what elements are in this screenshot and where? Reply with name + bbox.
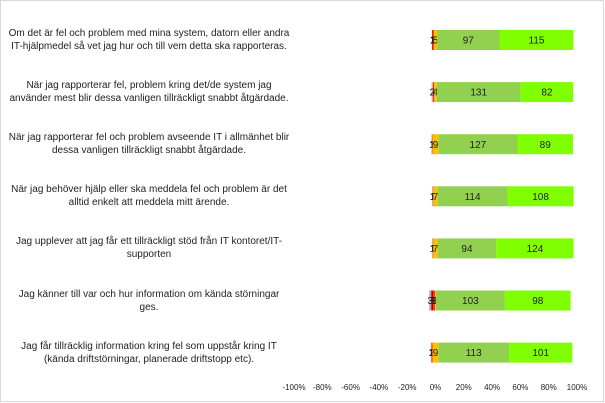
bar-segment: [431, 30, 433, 50]
value-label: 7: [433, 192, 439, 203]
bar-segment: [431, 134, 433, 155]
value-label: 101: [532, 348, 549, 359]
value-label: 9: [433, 140, 439, 151]
row-label: Jag känner till var och hur information …: [18, 288, 280, 313]
bar-segment: [507, 186, 574, 207]
value-label: 97: [463, 36, 475, 47]
row-label: Jag får tillräcklig information kring fe…: [21, 340, 277, 365]
value-label: 4: [433, 88, 439, 99]
bar-segment: [433, 30, 438, 50]
value-label: 114: [465, 192, 481, 203]
bar-segment: [438, 342, 510, 363]
x-tick-label: 20%: [456, 383, 472, 392]
row-label: När jag behöver hjälp eller ska meddela …: [11, 184, 287, 209]
value-label: 131: [470, 88, 487, 99]
value-label: 2: [430, 36, 436, 47]
bar-segment: [431, 82, 433, 103]
x-tick-label: 100%: [567, 383, 587, 392]
bar-segment: [517, 134, 573, 155]
x-tick-label: 0%: [430, 383, 442, 392]
bar-segment: [433, 186, 438, 207]
bar-segment: [431, 342, 433, 363]
value-label: 98: [532, 296, 544, 307]
bar-segment: [432, 238, 433, 259]
value-label: 1: [430, 36, 436, 47]
bar-segment: [438, 134, 518, 155]
bar-segment: [436, 82, 521, 103]
value-label: 108: [532, 192, 549, 203]
row-label: Om det är fel och problem med mina syste…: [8, 28, 290, 52]
value-label: 1: [429, 140, 435, 151]
bar-segment: [504, 290, 571, 311]
row-label: När jag rapporterar fel och problem avse…: [8, 132, 290, 157]
value-label: 94: [461, 244, 473, 255]
bar-segment: [432, 342, 439, 363]
value-label: 103: [462, 296, 479, 307]
x-tick-label: -80%: [313, 383, 332, 392]
bar-segment: [435, 290, 436, 311]
bar-segment: [433, 238, 438, 259]
value-label: 1: [433, 296, 439, 307]
x-tick-label: 80%: [541, 383, 557, 392]
value-label: 1: [428, 348, 434, 359]
value-label: 1: [430, 192, 436, 203]
value-label: 89: [540, 140, 552, 151]
x-tick-label: -40%: [370, 383, 389, 392]
value-label: 7: [433, 244, 439, 255]
value-label: 9: [433, 348, 439, 359]
bar-segment: [429, 290, 432, 311]
bar-segment: [496, 238, 574, 259]
value-label: 113: [466, 348, 482, 359]
x-tick-label: 60%: [512, 383, 528, 392]
row-label: Jag upplever att jag får ett tillräcklig…: [15, 236, 283, 261]
bar-segment: [430, 342, 432, 363]
row-label: När jag rapporterar fel, problem kring d…: [9, 80, 289, 105]
bar-segment: [520, 82, 574, 103]
value-label: 3: [427, 296, 433, 307]
bar-segment: [509, 342, 573, 363]
x-tick-label: 40%: [484, 383, 500, 392]
value-label: 127: [470, 140, 487, 151]
value-label: 1: [430, 192, 436, 203]
value-label: 124: [527, 244, 544, 255]
bar-segment: [437, 186, 508, 207]
value-label: 2: [431, 88, 437, 99]
bar-segment: [432, 134, 433, 155]
value-label: 115: [529, 36, 545, 47]
bar-segment: [432, 30, 434, 50]
value-label: 2: [429, 348, 435, 359]
bar-segment: [433, 290, 436, 311]
value-label: 3: [429, 296, 435, 307]
bar-segment: [432, 186, 433, 207]
bar-segment: [432, 82, 435, 103]
bar-segment: [431, 290, 434, 311]
x-tick-label: -60%: [341, 383, 360, 392]
value-label: 82: [541, 88, 553, 99]
bar-segment: [437, 238, 497, 259]
bar-segment: [499, 30, 574, 50]
value-label: 2: [430, 88, 436, 99]
bar-segment: [435, 290, 505, 311]
value-label: 1: [430, 244, 436, 255]
value-label: 5: [433, 36, 439, 47]
x-tick-label: -100%: [282, 383, 305, 392]
bar-segment: [437, 30, 500, 50]
bar-segment: [432, 238, 434, 259]
x-tick-label: -20%: [398, 383, 417, 392]
bar-segment: [434, 82, 437, 103]
bar-segment: [432, 186, 434, 207]
value-label: 3: [431, 296, 437, 307]
value-label: 1: [430, 244, 436, 255]
value-label: 1: [430, 140, 436, 151]
bar-segment: [432, 134, 439, 155]
